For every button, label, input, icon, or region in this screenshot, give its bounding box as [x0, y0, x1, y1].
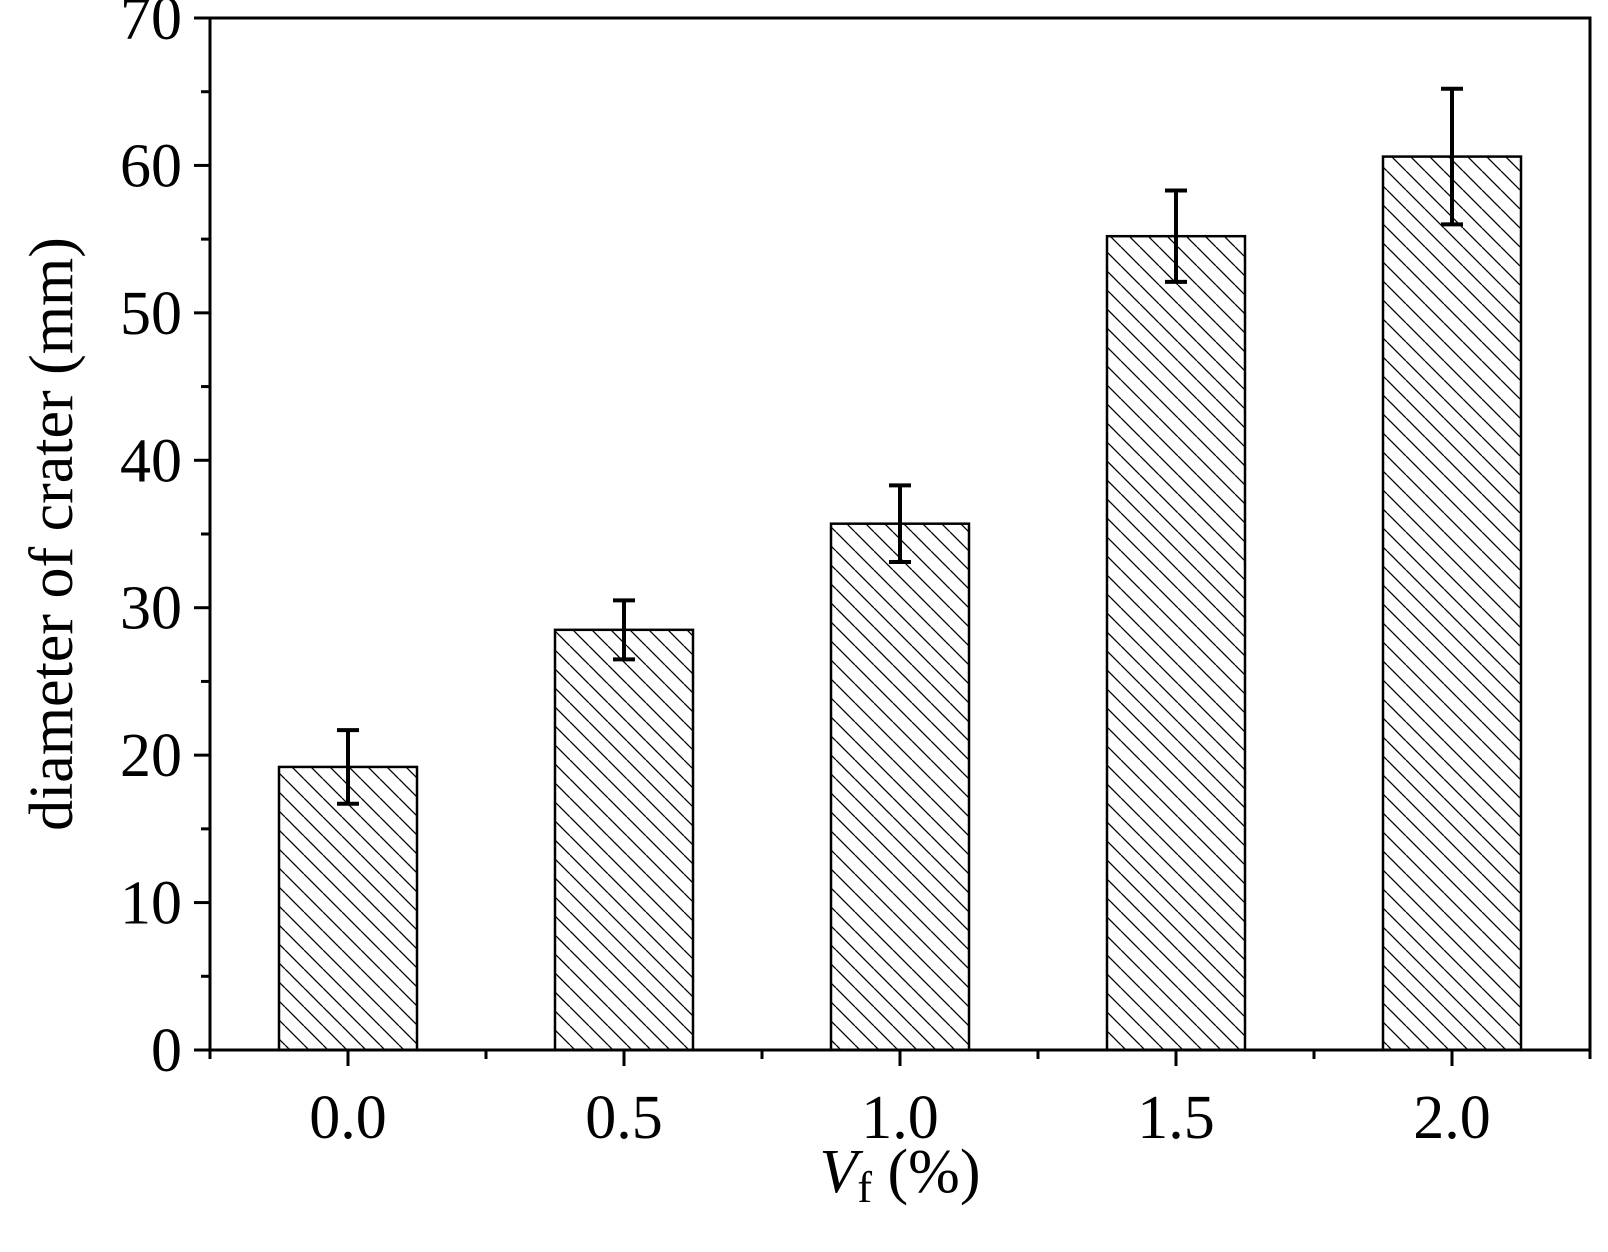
x-axis-title: Vf (%) [820, 1138, 981, 1212]
x-tick-label-0.0: 0.0 [309, 1084, 387, 1152]
y-axis-ticks: 0 10 20 30 40 50 60 70 [120, 0, 210, 1085]
x-axis-unit: (%) [872, 1138, 980, 1206]
x-tick-label-1.5: 1.5 [1137, 1084, 1215, 1152]
x-axis-ticks: 0.0 0.5 1.0 1.5 2.0 [208, 1050, 1592, 1152]
x-axis-variable: V [820, 1138, 864, 1206]
error-bar-0.0 [337, 728, 359, 806]
x-tick-label-0.5: 0.5 [585, 1084, 663, 1152]
x-axis-subscript: f [857, 1163, 872, 1212]
x-tick-label-2.0: 2.0 [1413, 1084, 1491, 1152]
y-tick-label-10: 10 [120, 870, 182, 938]
bars-layer [277, 155, 1523, 1052]
y-tick-label-0: 0 [151, 1017, 182, 1085]
bar-0.5 [553, 628, 695, 1052]
error-bar-0.5 [613, 598, 635, 662]
error-bar-1.0 [889, 483, 911, 565]
y-tick-label-40: 40 [120, 427, 182, 495]
error-bar-1.5 [1165, 188, 1187, 284]
y-tick-label-50: 50 [120, 280, 182, 348]
y-axis-title: diameter of crater (mm) [18, 237, 86, 831]
y-tick-label-30: 30 [120, 575, 182, 643]
bar-0.0 [277, 765, 419, 1052]
bar-1.5 [1105, 234, 1247, 1052]
y-tick-label-60: 60 [120, 132, 182, 200]
error-bar-2.0 [1441, 86, 1463, 227]
bar-2.0 [1381, 155, 1523, 1052]
error-bars-layer [337, 86, 1463, 806]
bar-1.0 [829, 522, 971, 1052]
x-tick-label-1.0: 1.0 [861, 1084, 939, 1152]
y-tick-label-20: 20 [120, 722, 182, 790]
y-tick-label-70: 70 [120, 0, 182, 53]
